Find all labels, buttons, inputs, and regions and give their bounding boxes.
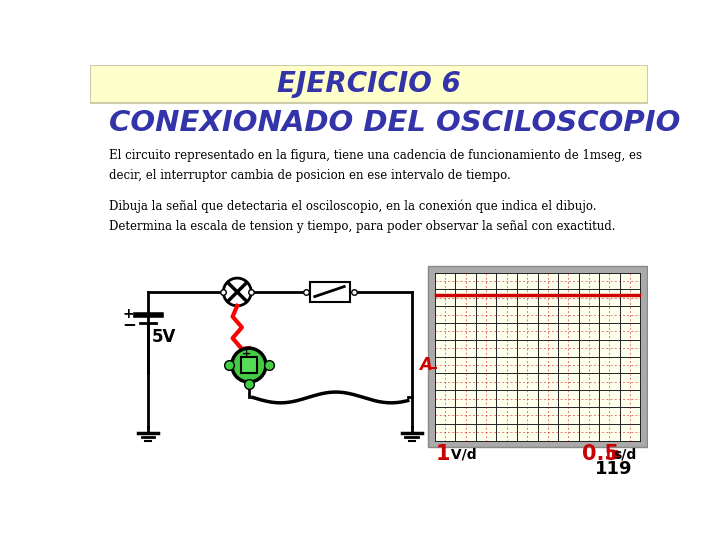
Text: EJERCICIO 6: EJERCICIO 6 xyxy=(277,70,461,98)
Text: 0.5: 0.5 xyxy=(582,444,619,464)
Text: 1: 1 xyxy=(436,444,450,464)
Bar xyxy=(241,357,256,373)
Bar xyxy=(90,65,648,103)
Text: CONEXIONADO DEL OSCILOSCOPIO: CONEXIONADO DEL OSCILOSCOPIO xyxy=(109,109,680,137)
Text: Dibuja la señal que detectaria el osciloscopio, en la conexión que indica el dib: Dibuja la señal que detectaria el oscilo… xyxy=(109,200,616,233)
Text: m: m xyxy=(606,448,621,461)
Text: 119: 119 xyxy=(595,460,632,478)
Text: +: + xyxy=(242,349,251,359)
Text: s/d: s/d xyxy=(613,448,636,461)
Text: El circuito representado en la figura, tiene una cadencia de funcionamiento de 1: El circuito representado en la figura, t… xyxy=(109,150,642,183)
Bar xyxy=(428,266,647,448)
Circle shape xyxy=(232,348,266,382)
Bar xyxy=(310,282,351,302)
Text: A: A xyxy=(419,356,432,374)
Text: −: − xyxy=(122,315,135,333)
Text: +: + xyxy=(123,307,135,321)
Text: 5V: 5V xyxy=(152,328,176,346)
Bar xyxy=(435,273,640,441)
Text: V/d: V/d xyxy=(446,448,477,461)
Circle shape xyxy=(223,278,251,306)
